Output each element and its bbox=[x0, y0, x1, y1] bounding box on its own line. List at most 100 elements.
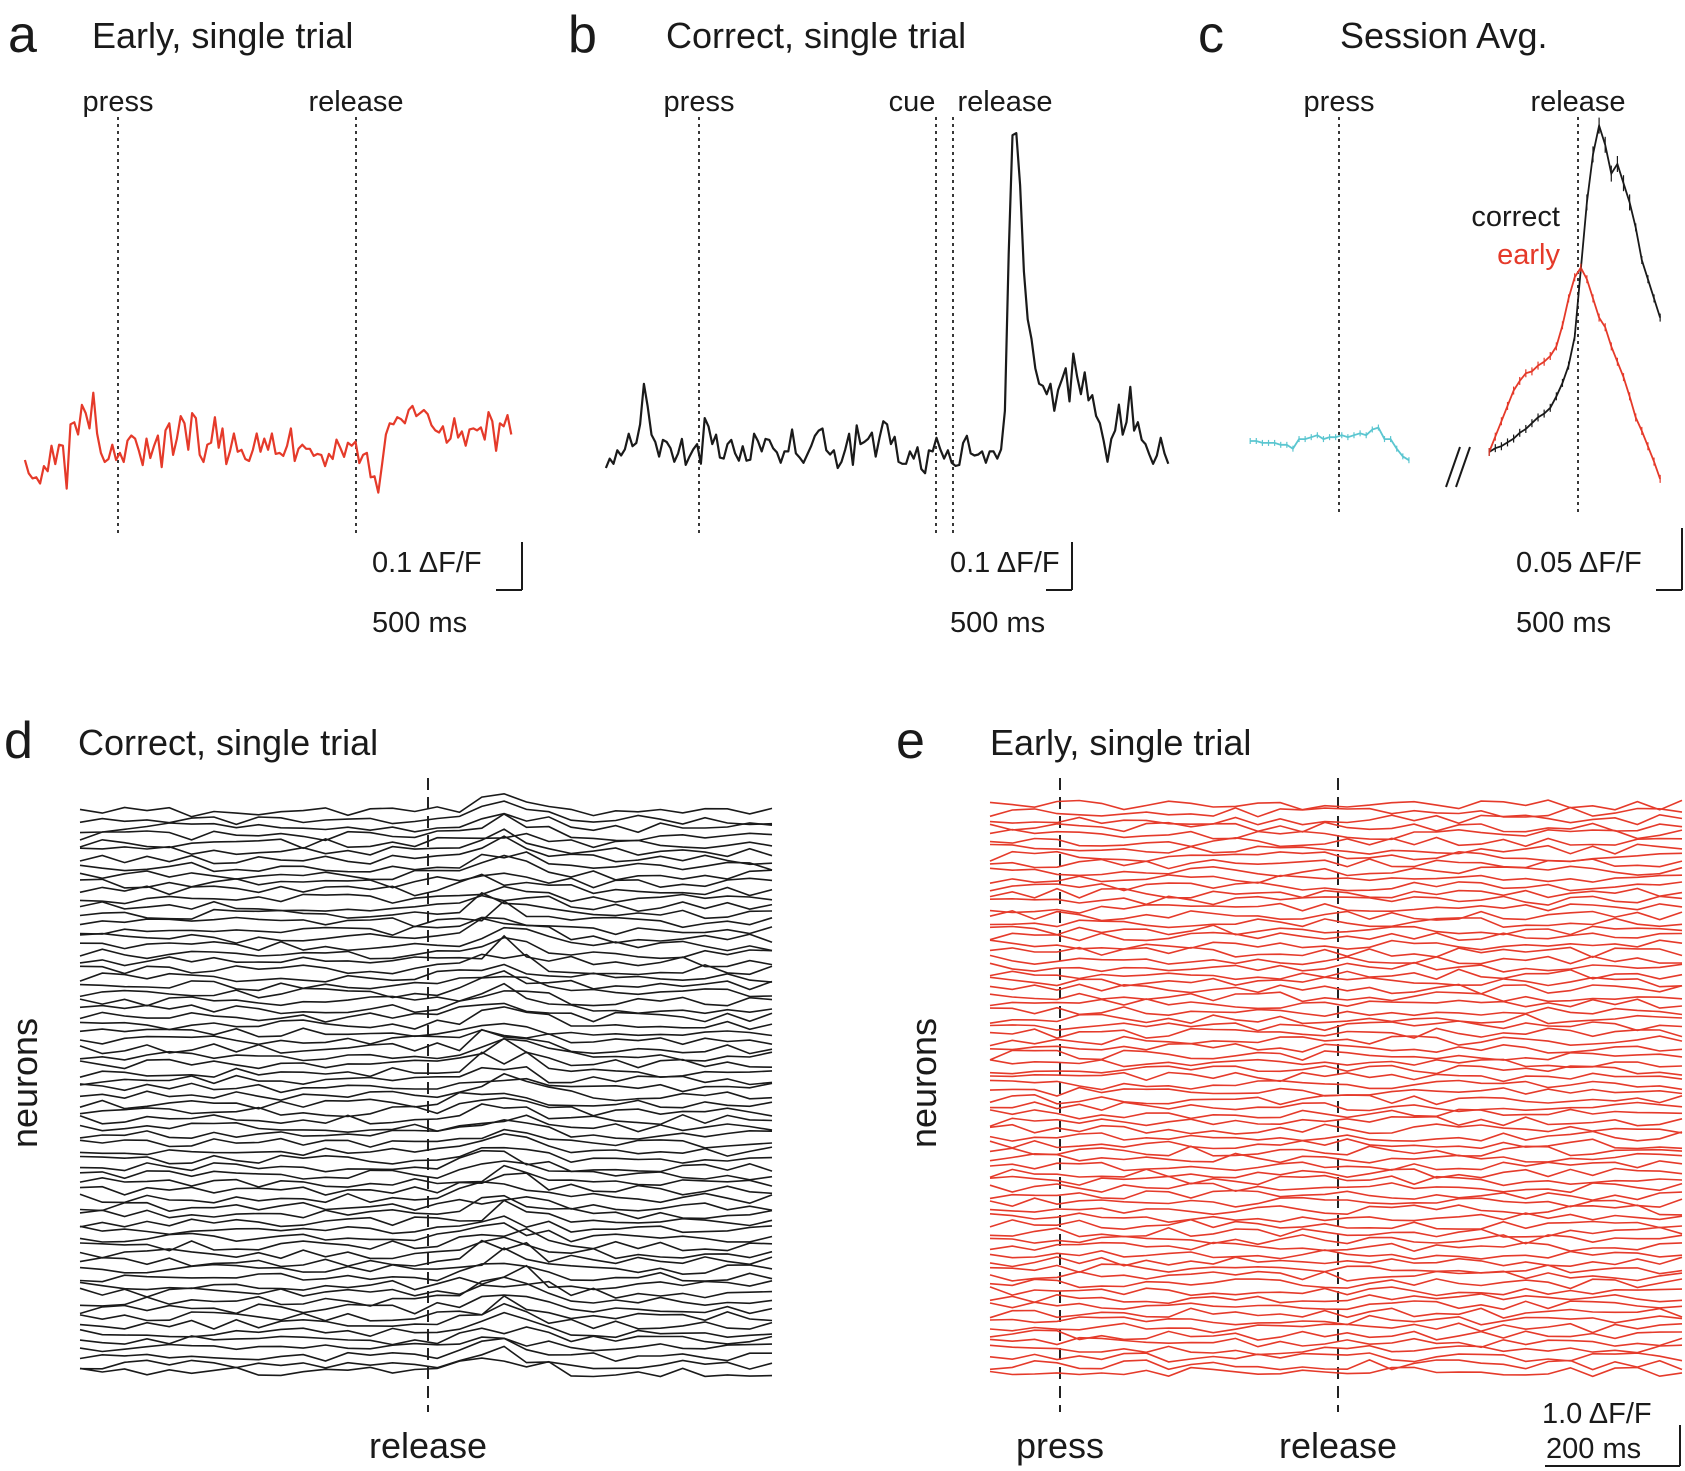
neuron-trace bbox=[79, 953, 773, 976]
neuron-trace bbox=[989, 991, 1683, 1003]
neuron-trace bbox=[989, 1167, 1683, 1179]
neuron-trace bbox=[989, 806, 1683, 818]
neuron-trace bbox=[989, 1027, 1683, 1039]
neuron-trace bbox=[79, 1051, 773, 1079]
neuron-trace bbox=[989, 1079, 1683, 1091]
neuron-trace bbox=[79, 1006, 773, 1031]
neuron-trace bbox=[989, 836, 1683, 848]
neuron-trace bbox=[79, 1128, 773, 1149]
neuron-trace bbox=[989, 1366, 1683, 1378]
neuron-trace bbox=[79, 1091, 773, 1110]
neuron-trace bbox=[79, 873, 773, 897]
panel-c-axis-break bbox=[1455, 446, 1471, 488]
neuron-trace bbox=[79, 835, 773, 866]
neuron-trace bbox=[79, 1326, 773, 1346]
neuron-trace bbox=[989, 1278, 1683, 1290]
neuron-trace bbox=[79, 1302, 773, 1330]
panel-c-legend-correct: correct bbox=[1471, 201, 1560, 233]
neuron-trace bbox=[79, 1097, 773, 1118]
neuron-trace bbox=[79, 813, 773, 842]
neuron-trace bbox=[989, 858, 1683, 870]
neuron-trace bbox=[989, 1115, 1683, 1128]
neuron-trace bbox=[989, 813, 1683, 826]
neuron-trace bbox=[79, 1295, 773, 1322]
panel-b-title: Correct, single trial bbox=[666, 15, 966, 56]
panel-c-title: Session Avg. bbox=[1340, 15, 1547, 56]
panel-a-scale-y-label: 0.1 ΔF/F bbox=[372, 547, 482, 579]
neuron-trace bbox=[989, 1013, 1683, 1025]
panel-d-letter: d bbox=[4, 712, 33, 770]
neuron-trace bbox=[989, 1049, 1683, 1061]
neuron-trace bbox=[989, 954, 1683, 966]
panel-d-ylabel: neurons bbox=[4, 1018, 45, 1148]
panel-a-trace bbox=[23, 391, 513, 494]
neuron-trace bbox=[989, 1145, 1683, 1157]
neuron-trace bbox=[989, 1286, 1683, 1297]
neuron-trace bbox=[989, 909, 1683, 922]
panel-b-letter: b bbox=[568, 6, 597, 64]
neuron-trace bbox=[79, 1236, 773, 1260]
neuron-trace bbox=[79, 970, 773, 992]
neuron-trace bbox=[989, 1352, 1683, 1363]
neuron-trace bbox=[79, 1037, 773, 1062]
neuron-trace bbox=[989, 902, 1683, 914]
neuron-trace bbox=[989, 976, 1683, 988]
neuron-trace bbox=[989, 1189, 1683, 1202]
neuron-trace bbox=[79, 1227, 773, 1252]
neuron-trace bbox=[989, 1234, 1683, 1246]
neuron-trace bbox=[79, 934, 773, 968]
panel-b-trace bbox=[604, 132, 1170, 475]
neuron-trace bbox=[989, 865, 1683, 878]
neuron-trace bbox=[989, 1344, 1683, 1356]
neuron-trace bbox=[989, 1300, 1683, 1311]
neuron-trace bbox=[79, 975, 773, 999]
neuron-trace bbox=[79, 1072, 773, 1102]
panel-d: d Correct, single trial neurons release bbox=[4, 712, 773, 1466]
panel-e-title: Early, single trial bbox=[990, 722, 1251, 763]
neuron-trace bbox=[79, 1247, 773, 1276]
panel-a-scale-x-label: 500 ms bbox=[372, 607, 467, 639]
panel-d-release-label: release bbox=[369, 1425, 487, 1466]
neuron-trace bbox=[989, 1263, 1683, 1275]
neuron-trace bbox=[989, 881, 1683, 892]
neuron-trace bbox=[989, 1064, 1683, 1076]
neuron-trace bbox=[79, 1077, 773, 1094]
neuron-trace bbox=[989, 828, 1683, 841]
neuron-trace bbox=[79, 1065, 773, 1086]
neuron-trace bbox=[79, 1194, 773, 1220]
neuron-trace bbox=[79, 872, 773, 889]
neuron-trace bbox=[79, 936, 773, 960]
neuron-trace bbox=[989, 1329, 1683, 1341]
neuron-trace bbox=[989, 1035, 1683, 1047]
neuron-trace bbox=[79, 1118, 773, 1140]
panel-b-press-label: press bbox=[664, 86, 735, 118]
neuron-trace bbox=[989, 1314, 1683, 1326]
neuron-trace bbox=[989, 895, 1683, 906]
neuron-trace bbox=[79, 1195, 773, 1213]
neuron-trace bbox=[79, 854, 773, 881]
neuron-trace bbox=[79, 828, 773, 858]
panel-c-scale-y-label: 0.05 ΔF/F bbox=[1516, 547, 1642, 579]
neuron-trace bbox=[79, 1280, 773, 1299]
neuron-trace bbox=[79, 885, 773, 905]
panel-a-title: Early, single trial bbox=[92, 15, 353, 56]
neuron-trace bbox=[989, 821, 1683, 833]
neuron-trace bbox=[989, 1307, 1683, 1319]
panel-b-scale-x-label: 500 ms bbox=[950, 607, 1045, 639]
neuron-trace bbox=[989, 887, 1683, 899]
neuron-trace bbox=[79, 1336, 773, 1353]
panel-c: c Session Avg. press release correct ear… bbox=[1198, 6, 1683, 639]
neuron-trace bbox=[989, 1322, 1683, 1334]
neuron-trace bbox=[989, 843, 1683, 855]
panel-c-press-series bbox=[1250, 426, 1410, 461]
panel-d-traces bbox=[79, 792, 773, 1378]
neuron-trace bbox=[989, 924, 1683, 936]
neuron-trace bbox=[989, 1226, 1683, 1238]
neuron-trace bbox=[989, 1359, 1683, 1371]
panel-a: a Early, single trial press release 0.1 … bbox=[8, 6, 523, 639]
neuron-trace bbox=[79, 1222, 773, 1243]
panel-b: b Correct, single trial press cue releas… bbox=[568, 6, 1170, 639]
neuron-trace bbox=[79, 1164, 773, 1188]
neuron-trace bbox=[989, 1204, 1683, 1216]
